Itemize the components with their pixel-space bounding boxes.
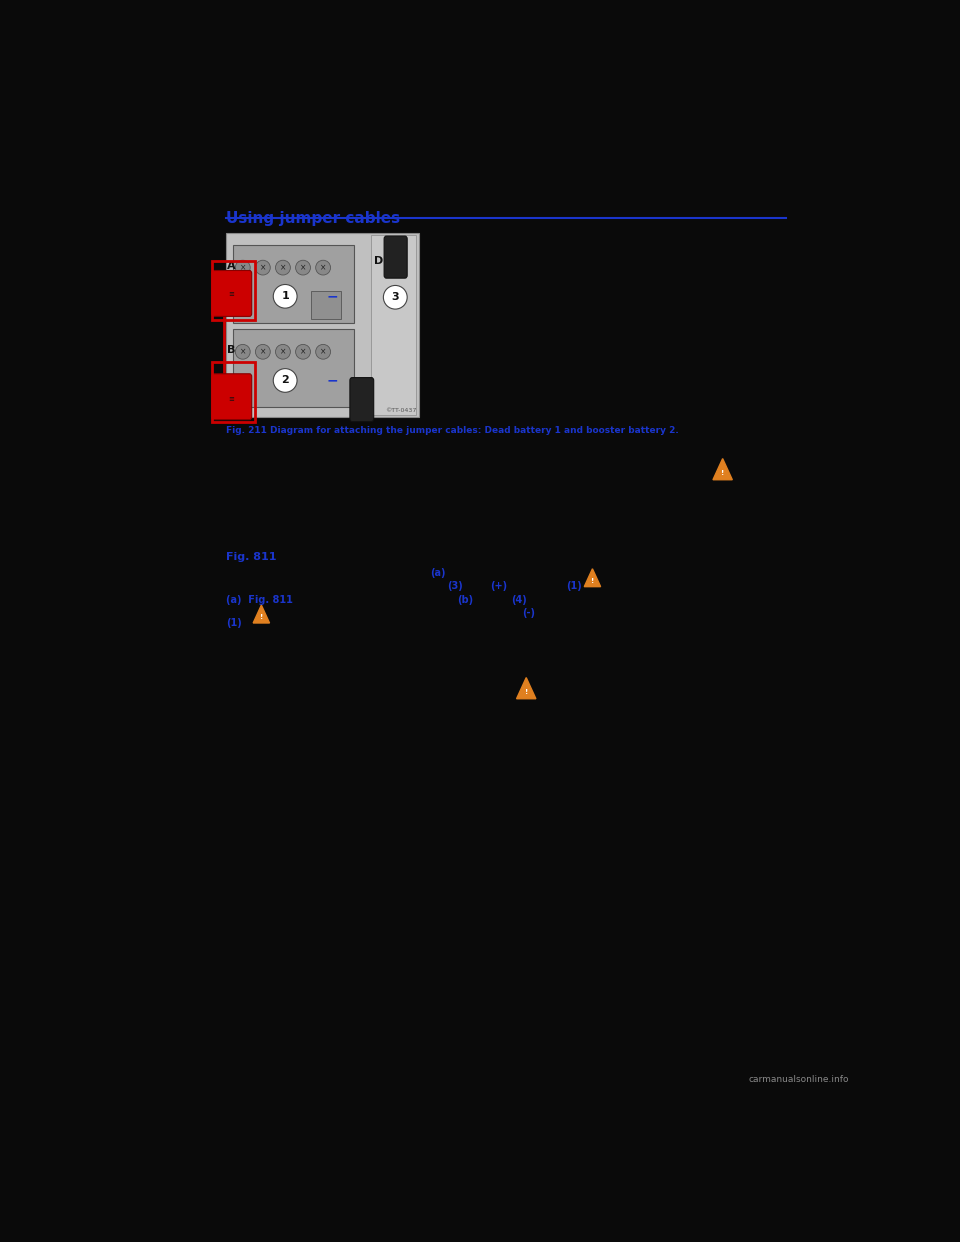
Text: (1): (1) (566, 581, 582, 591)
Ellipse shape (383, 286, 407, 309)
FancyBboxPatch shape (211, 271, 252, 317)
FancyBboxPatch shape (226, 233, 420, 417)
FancyBboxPatch shape (384, 236, 407, 278)
Text: 2: 2 (281, 375, 289, 385)
Text: ×: × (320, 263, 326, 272)
Text: ×: × (279, 263, 286, 272)
Text: (+): (+) (490, 581, 507, 591)
Text: 1: 1 (281, 292, 289, 302)
FancyBboxPatch shape (311, 291, 341, 319)
Text: (3): (3) (447, 581, 463, 591)
Text: ×: × (240, 263, 246, 272)
Ellipse shape (274, 369, 297, 392)
Text: (-): (-) (522, 609, 535, 619)
Text: B: B (227, 345, 235, 355)
Text: Fig. 811: Fig. 811 (226, 551, 276, 561)
Text: 3: 3 (392, 292, 399, 302)
Text: (4): (4) (512, 595, 527, 605)
Ellipse shape (296, 261, 310, 274)
Text: (a)  Fig. 811: (a) Fig. 811 (226, 595, 293, 605)
Ellipse shape (255, 261, 271, 274)
Text: ×: × (300, 263, 306, 272)
Text: carmanualsonline.info: carmanualsonline.info (749, 1076, 849, 1084)
Text: ×: × (320, 348, 326, 356)
Text: +: + (241, 374, 252, 388)
Text: ×: × (259, 348, 266, 356)
FancyBboxPatch shape (233, 329, 353, 407)
Polygon shape (253, 605, 270, 623)
Text: !: ! (590, 578, 594, 584)
Text: Using jumper cables: Using jumper cables (226, 211, 399, 226)
Ellipse shape (235, 261, 251, 274)
Text: ×: × (240, 348, 246, 356)
Ellipse shape (255, 344, 271, 359)
Text: ©TT-0437: ©TT-0437 (385, 407, 416, 414)
Text: C: C (359, 383, 368, 394)
Text: ×: × (279, 348, 286, 356)
Text: ×: × (259, 263, 266, 272)
Text: !: ! (721, 469, 724, 476)
Text: !: ! (260, 615, 263, 620)
FancyBboxPatch shape (211, 374, 252, 420)
Text: ≡: ≡ (228, 396, 234, 402)
Polygon shape (516, 678, 536, 699)
Text: ×: × (300, 348, 306, 356)
Ellipse shape (296, 344, 310, 359)
Ellipse shape (316, 344, 330, 359)
Text: D: D (374, 256, 384, 266)
Text: (a): (a) (430, 568, 445, 578)
FancyBboxPatch shape (372, 235, 416, 415)
Text: ≡: ≡ (228, 292, 234, 297)
Text: Fig. 211 Diagram for attaching the jumper cables: Dead battery 1 and booster bat: Fig. 211 Diagram for attaching the jumpe… (226, 426, 679, 436)
Ellipse shape (276, 261, 290, 274)
Ellipse shape (274, 284, 297, 308)
Ellipse shape (235, 344, 251, 359)
Text: (1): (1) (226, 617, 241, 627)
Ellipse shape (316, 261, 330, 274)
Text: !: ! (524, 689, 528, 696)
Polygon shape (585, 569, 601, 586)
Polygon shape (713, 458, 732, 479)
Text: +: + (241, 289, 252, 303)
Text: A: A (227, 261, 235, 271)
Text: (b): (b) (457, 595, 473, 605)
FancyBboxPatch shape (349, 378, 373, 421)
Text: −: − (326, 289, 338, 303)
Text: −: − (326, 374, 338, 388)
Ellipse shape (276, 344, 290, 359)
FancyBboxPatch shape (233, 245, 353, 323)
